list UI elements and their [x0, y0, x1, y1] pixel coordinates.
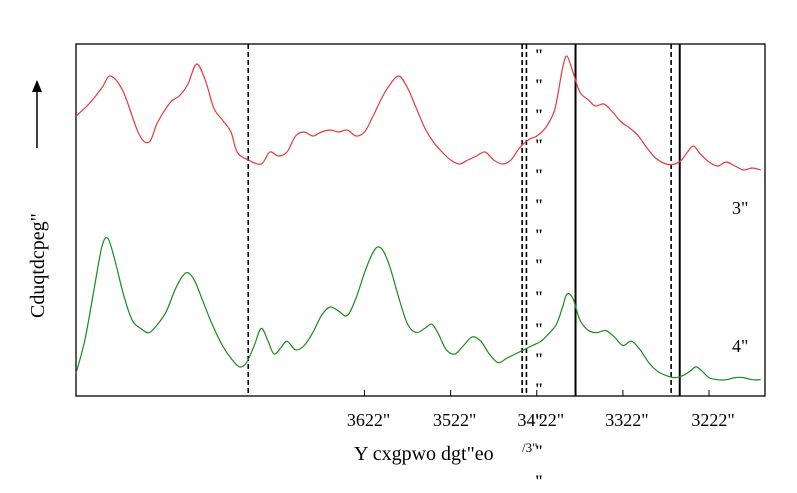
stray-mark-2: "	[534, 77, 543, 94]
stray-mark-13: "	[534, 413, 543, 430]
stray-mark-8: "	[534, 257, 543, 274]
series-group	[75, 55, 761, 381]
stray-mark-3: "	[534, 107, 543, 124]
stray-mark-12: "	[534, 381, 543, 398]
stray-mark-11: "	[534, 351, 543, 368]
stray-mark-15: "	[534, 473, 543, 490]
reference-lines	[247, 44, 681, 396]
x-tick-label-4: 3322"	[605, 410, 648, 430]
series-label-1: 3"	[732, 198, 748, 218]
x-tick-label-5: 3222"	[691, 410, 734, 430]
x-ticks: 3622" 3522" 34'22" 3322" 3222"	[347, 390, 735, 430]
series-label-2: 4"	[732, 336, 748, 356]
x-tick-label-2: 3522"	[433, 410, 476, 430]
x-tick-label-3: 34'22"	[517, 410, 564, 430]
x-tick-label-1: 3622"	[347, 410, 390, 430]
stray-mark-14: "	[534, 443, 543, 460]
stray-mark-10: "	[534, 321, 543, 338]
stray-mark-7: "	[534, 227, 543, 244]
stray-mark-1: "	[534, 47, 543, 64]
x-axis-title: Y cxgpwo dgt"eo	[354, 443, 494, 465]
series-labels: 3" 4"	[732, 198, 748, 356]
x-axis-title-superscript: /3"	[522, 440, 537, 455]
plot-frame	[75, 43, 766, 397]
stray-marks: " " " " " " " " " " " " " " "	[534, 47, 543, 490]
stray-mark-5: "	[534, 167, 543, 184]
y-axis-title: Cduqtdcpeg"	[27, 213, 49, 318]
stray-mark-4: "	[534, 137, 543, 154]
series-line-2	[75, 237, 761, 381]
stray-mark-6: "	[534, 197, 543, 214]
series-line-1	[75, 55, 761, 171]
stray-mark-9: "	[534, 289, 543, 306]
y-axis-arrow	[32, 80, 42, 148]
